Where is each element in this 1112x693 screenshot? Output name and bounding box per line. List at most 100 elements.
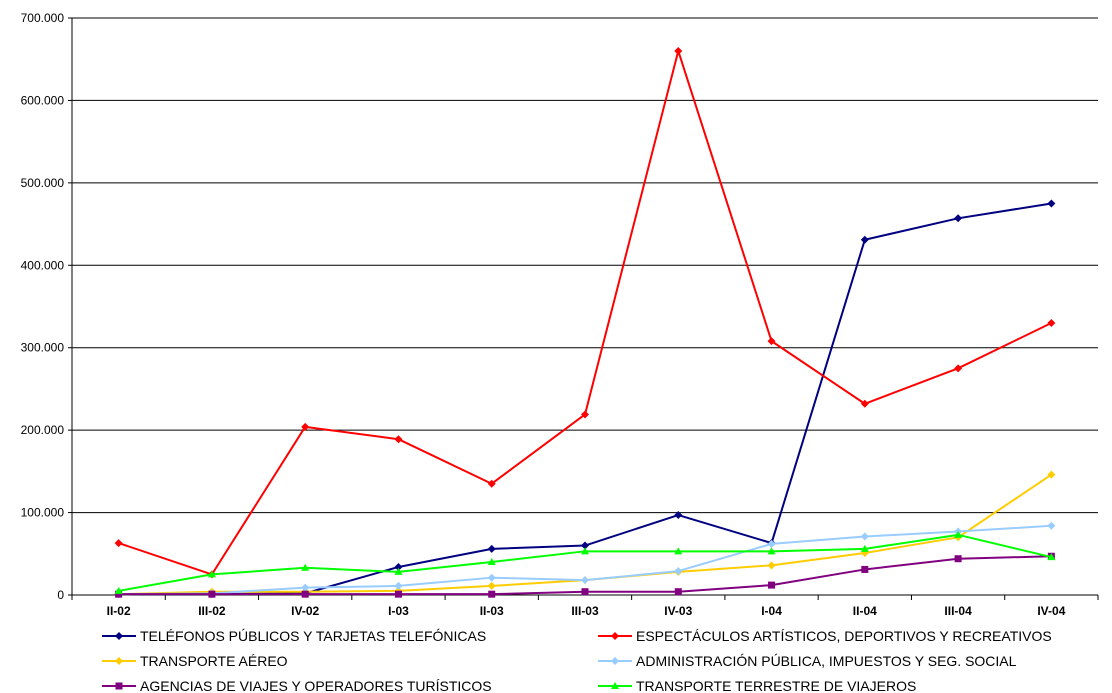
- legend-label: ADMINISTRACIÓN PÚBLICA, IMPUESTOS Y SEG.…: [636, 653, 1017, 669]
- x-tick-label: I-04: [761, 604, 782, 618]
- data-point: [394, 581, 403, 590]
- x-tick-label: IV-03: [664, 604, 692, 618]
- series-1: [114, 199, 1056, 599]
- y-tick-label: 500.000: [21, 176, 65, 190]
- legend: TELÉFONOS PÚBLICOS Y TARJETAS TELEFÓNICA…: [102, 628, 1052, 693]
- y-axis-ticks: 0 100.000 200.000 300.000 400.000 500.000 600.…: [21, 11, 72, 602]
- y-tick-label: 200.000: [21, 423, 65, 437]
- data-point: [581, 588, 589, 596]
- data-point: [487, 573, 496, 582]
- data-point: [115, 632, 123, 640]
- data-point: [581, 547, 589, 555]
- data-point: [860, 399, 869, 408]
- data-point: [767, 547, 776, 555]
- data-point: [115, 682, 123, 690]
- data-point: [1047, 521, 1056, 530]
- data-point: [860, 532, 869, 541]
- series-6: [114, 530, 1056, 594]
- gridlines: [72, 17, 1098, 514]
- data-point: [301, 422, 310, 431]
- data-point: [1047, 470, 1056, 479]
- data-point: [581, 410, 589, 419]
- data-point: [674, 547, 683, 555]
- series-5: [115, 552, 1055, 598]
- data-point: [861, 565, 869, 573]
- x-tick-label: III-02: [198, 604, 226, 618]
- data-point: [674, 511, 683, 520]
- data-point: [954, 555, 962, 563]
- legend-label: TRANSPORTE TERRESTRE DE VIAJEROS: [636, 678, 916, 693]
- data-point: [581, 541, 589, 550]
- data-point: [115, 590, 123, 598]
- data-point: [114, 586, 123, 594]
- x-axis-ticks: II-02 III-02 IV-02 I-03 II-03 III-03 IV-03 I-04…: [71, 595, 1099, 618]
- data-point: [767, 337, 776, 346]
- y-tick-label: 100.000: [21, 506, 65, 520]
- axes: [71, 18, 1098, 596]
- x-tick-label: II-02: [107, 604, 131, 618]
- data-point: [674, 567, 683, 576]
- series-4: [114, 521, 1056, 599]
- data-point: [611, 657, 619, 665]
- series-group: [114, 46, 1056, 599]
- data-point: [1047, 318, 1056, 327]
- legend-label: TRANSPORTE AÉREO: [140, 653, 288, 669]
- data-point: [1047, 199, 1056, 208]
- series-line: [118, 202, 1052, 596]
- data-point: [860, 235, 869, 244]
- data-point: [488, 590, 496, 598]
- data-point: [767, 561, 776, 570]
- data-point: [394, 590, 402, 598]
- legend-item: TRANSPORTE AÉREO: [102, 653, 288, 669]
- data-point: [394, 567, 403, 575]
- data-point: [767, 539, 776, 548]
- x-tick-label: II-04: [853, 604, 877, 618]
- data-point: [487, 479, 496, 488]
- data-point: [487, 558, 496, 566]
- x-tick-label: III-04: [944, 604, 972, 618]
- data-point: [114, 539, 123, 548]
- data-point: [674, 588, 682, 596]
- legend-item: ADMINISTRACIÓN PÚBLICA, IMPUESTOS Y SEG.…: [598, 653, 1017, 669]
- data-point: [611, 632, 619, 640]
- y-tick-label: 0: [57, 588, 64, 602]
- data-point: [394, 562, 403, 571]
- data-point: [674, 46, 683, 55]
- x-tick-label: II-03: [480, 604, 504, 618]
- x-tick-label: IV-04: [1037, 604, 1065, 618]
- data-point: [581, 576, 589, 585]
- data-point: [611, 682, 619, 689]
- y-tick-label: 300.000: [21, 341, 65, 355]
- data-point: [115, 657, 123, 665]
- legend-label: TELÉFONOS PÚBLICOS Y TARJETAS TELEFÓNICA…: [140, 628, 486, 644]
- data-point: [301, 583, 310, 592]
- legend-item: TELÉFONOS PÚBLICOS Y TARJETAS TELEFÓNICA…: [102, 628, 486, 644]
- x-tick-label: I-03: [388, 604, 409, 618]
- legend-label: ESPECTÁCULOS ARTÍSTICOS, DEPORTIVOS Y RE…: [636, 628, 1052, 644]
- data-point: [207, 570, 216, 578]
- data-point: [487, 544, 496, 553]
- x-tick-label: IV-02: [291, 604, 319, 618]
- data-point: [768, 581, 776, 589]
- y-tick-label: 400.000: [21, 258, 65, 272]
- data-point: [301, 590, 309, 598]
- series-2: [114, 46, 1056, 579]
- y-tick-label: 600.000: [21, 93, 65, 107]
- data-point: [394, 435, 403, 444]
- data-point: [487, 581, 496, 590]
- legend-item: TRANSPORTE TERRESTRE DE VIAJEROS: [598, 678, 916, 693]
- data-point: [860, 544, 869, 552]
- legend-item: ESPECTÁCULOS ARTÍSTICOS, DEPORTIVOS Y RE…: [598, 628, 1052, 644]
- data-point: [301, 563, 310, 571]
- data-point: [1047, 553, 1056, 561]
- legend-item: AGENCIAS DE VIAJES Y OPERADORES TURÍSTIC…: [102, 678, 492, 693]
- data-point: [954, 530, 963, 538]
- legend-label: AGENCIAS DE VIAJES Y OPERADORES TURÍSTIC…: [140, 678, 492, 693]
- x-tick-label: III-03: [571, 604, 599, 618]
- data-point: [208, 590, 216, 598]
- data-point: [954, 214, 963, 223]
- y-tick-label: 700.000: [21, 11, 65, 25]
- series-line: [118, 49, 1052, 576]
- data-point: [954, 364, 963, 373]
